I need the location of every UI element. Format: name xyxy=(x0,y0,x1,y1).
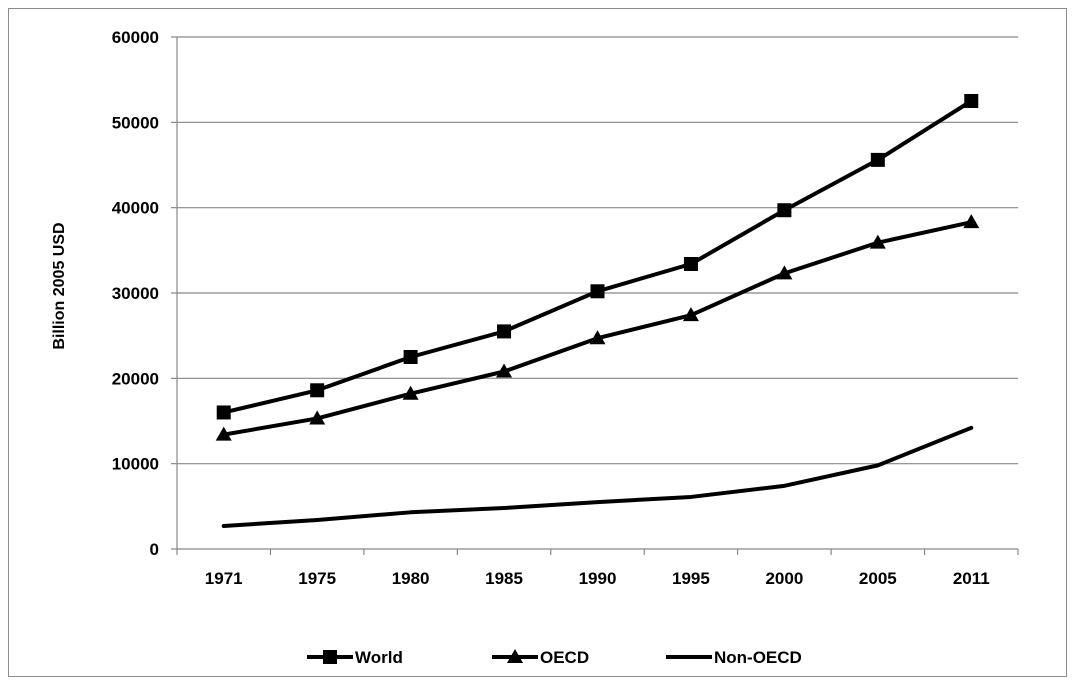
gridlines xyxy=(177,36,1018,465)
data-point xyxy=(216,405,231,420)
x-tick-label: 1990 xyxy=(579,569,617,588)
y-tick-label: 30000 xyxy=(112,284,159,303)
data-point xyxy=(964,94,979,108)
series-world xyxy=(216,94,979,420)
y-tick-label: 10000 xyxy=(112,455,159,474)
data-point xyxy=(309,410,326,425)
series-line xyxy=(221,425,974,528)
data-point xyxy=(310,383,325,398)
series-group xyxy=(215,94,980,528)
x-tick-label: 2000 xyxy=(765,569,803,588)
legend-item: World xyxy=(307,648,403,667)
data-point xyxy=(402,385,419,400)
data-point xyxy=(870,152,885,167)
x-tick-label: 1971 xyxy=(205,569,243,588)
data-point xyxy=(403,350,418,364)
chart-frame xyxy=(8,8,1067,677)
legend-label: Non-OECD xyxy=(714,648,802,667)
legend: World OECD Non-OECD xyxy=(307,648,802,667)
data-point xyxy=(590,284,605,299)
legend-swatch-marker xyxy=(507,649,523,663)
data-point xyxy=(589,330,606,345)
data-point xyxy=(683,256,698,271)
legend-item: Non-OECD xyxy=(666,648,802,667)
y-tick-label: 40000 xyxy=(112,199,159,218)
y-tick-label: 0 xyxy=(150,540,159,559)
data-point xyxy=(776,265,793,280)
data-point xyxy=(215,426,232,441)
y-axis-label: Billion 2005 USD xyxy=(51,222,68,349)
data-point xyxy=(963,214,980,229)
x-tick-label: 1995 xyxy=(672,569,710,588)
y-tick-label: 50000 xyxy=(112,113,159,132)
x-tick-label: 1975 xyxy=(298,569,336,588)
y-tick-labels: 0 10000 20000 30000 40000 50000 60000 xyxy=(112,28,159,559)
legend-item: OECD xyxy=(492,648,589,667)
legend-label: World xyxy=(355,648,403,667)
data-point xyxy=(777,203,792,218)
x-tick-label: 1985 xyxy=(485,569,523,588)
data-point xyxy=(497,324,512,339)
x-tick-label: 2011 xyxy=(953,569,990,588)
legend-label: OECD xyxy=(540,648,589,667)
y-tick-label: 60000 xyxy=(112,28,159,47)
series-non-oecd xyxy=(221,425,974,528)
legend-swatch-marker xyxy=(323,650,337,664)
x-tick-labels: 1971 1975 1980 1985 1990 1995 2000 2005 2011 xyxy=(205,569,990,588)
y-tick-label: 20000 xyxy=(112,369,159,388)
data-point xyxy=(496,363,513,378)
series-line xyxy=(221,220,974,437)
data-point xyxy=(869,234,886,249)
x-tick-label: 2005 xyxy=(859,569,897,588)
series-line xyxy=(221,99,974,415)
axes xyxy=(171,36,1019,555)
series-oecd xyxy=(215,214,980,441)
data-point xyxy=(682,307,699,322)
x-tick-label: 1980 xyxy=(392,569,430,588)
